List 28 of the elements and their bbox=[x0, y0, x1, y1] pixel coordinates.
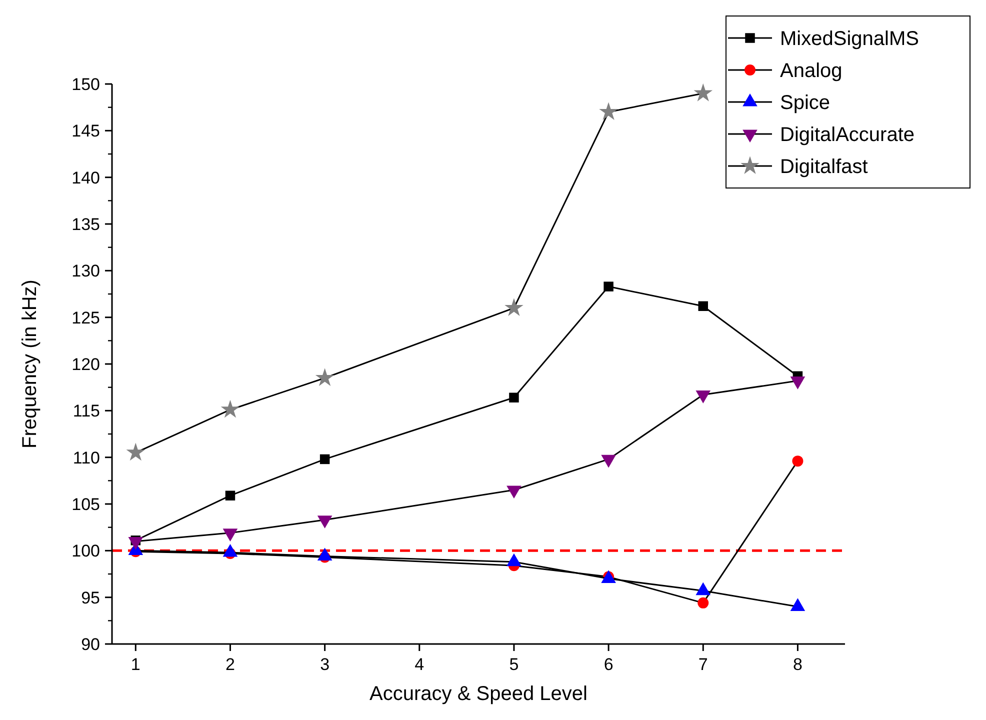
y-tick-label: 110 bbox=[72, 448, 100, 468]
y-tick-label: 150 bbox=[72, 74, 100, 94]
x-tick-label: 6 bbox=[604, 655, 614, 674]
y-tick-label: 115 bbox=[72, 402, 100, 421]
x-tick-label: 7 bbox=[698, 655, 708, 674]
y-axis-title: Frequency (in kHz) bbox=[19, 280, 41, 448]
y-tick-label: 120 bbox=[72, 354, 100, 374]
x-tick-label: 1 bbox=[130, 655, 140, 674]
legend-label: Digitalfast bbox=[780, 156, 868, 178]
legend-label: DigitalAccurate bbox=[780, 124, 915, 146]
y-tick-label: 130 bbox=[72, 262, 100, 281]
legend-label: MixedSignalMS bbox=[780, 28, 919, 50]
x-tick-label: 5 bbox=[509, 655, 519, 674]
y-tick-label: 135 bbox=[72, 214, 100, 234]
y-tick-label: 100 bbox=[72, 542, 100, 561]
y-tick-label: 140 bbox=[72, 168, 100, 188]
x-tick-label: 8 bbox=[792, 655, 802, 674]
y-tick-label: 90 bbox=[81, 634, 100, 654]
y-tick-label: 95 bbox=[81, 588, 100, 608]
x-axis-title: Accuracy & Speed Level bbox=[370, 683, 588, 705]
x-tick-label: 3 bbox=[320, 655, 330, 674]
legend-label: Spice bbox=[780, 92, 830, 114]
x-tick-label: 4 bbox=[414, 655, 424, 674]
y-tick-label: 125 bbox=[72, 308, 100, 328]
legend-label: Analog bbox=[780, 60, 842, 82]
y-tick-label: 145 bbox=[72, 122, 100, 141]
y-tick-label: 105 bbox=[72, 494, 100, 514]
x-tick-label: 2 bbox=[225, 655, 235, 674]
